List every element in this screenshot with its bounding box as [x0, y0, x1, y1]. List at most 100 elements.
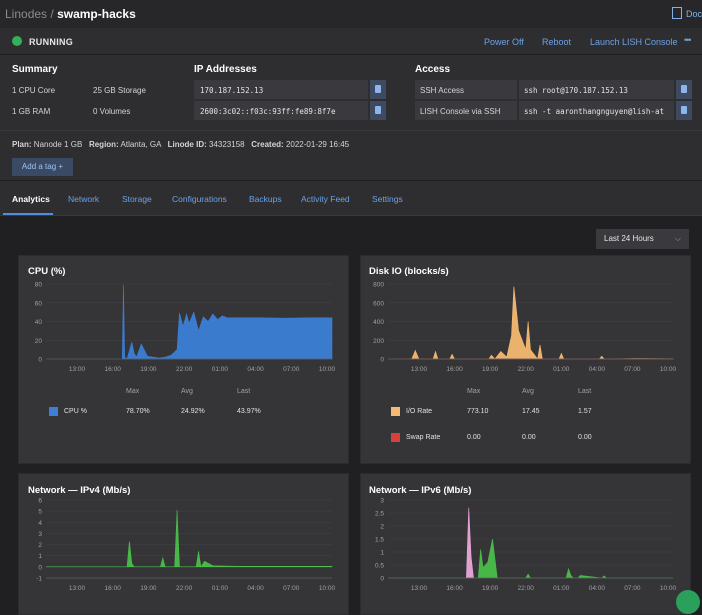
ipv6-chart-panel: [360, 473, 691, 615]
disk-legend-last-header: Last: [578, 388, 592, 395]
y-tick-label: 600: [373, 300, 384, 307]
breadcrumb-separator: /: [47, 7, 58, 21]
y-tick-label: 5: [38, 509, 42, 516]
copy-lish-icon[interactable]: [676, 101, 692, 120]
tab-configurations[interactable]: Configurations: [172, 194, 227, 204]
page-title[interactable]: swamp-hacks: [57, 7, 136, 21]
tab-storage[interactable]: Storage: [122, 194, 152, 204]
cpu-chart: 0 20 40 60 80 13:00 16:00 19:00 22:00 01:00 04:00 0…: [35, 282, 336, 374]
y-tick-label: 80: [35, 282, 43, 289]
time-range-select[interactable]: Last 24 Hours ⌵: [596, 229, 689, 249]
x-tick-label: 16:00: [105, 585, 122, 592]
y-tick-label: 800: [373, 282, 384, 289]
tab-activity-feed[interactable]: Activity Feed: [301, 194, 350, 204]
x-tick-label: 01:00: [212, 366, 229, 373]
x-tick-label: 04:00: [589, 366, 606, 373]
access-title: Access: [415, 64, 451, 75]
y-tick-label: 40: [35, 319, 43, 326]
y-tick-label: 200: [373, 338, 384, 345]
copy-ipv6-icon[interactable]: [370, 101, 386, 120]
y-tick-label: 0: [380, 357, 384, 364]
ssh-label: SSH Access: [420, 86, 465, 95]
ssh-field: [519, 80, 674, 99]
power-off-button[interactable]: Power Off: [484, 37, 524, 47]
cpu-chart-panel: [18, 255, 349, 464]
reboot-button[interactable]: Reboot: [542, 37, 572, 47]
volumes-spec: 0 Volumes: [93, 107, 131, 116]
docs-link[interactable]: Doc: [671, 7, 702, 19]
y-tick-label: 2.5: [375, 511, 384, 518]
add-tag-button[interactable]: Add a tag +: [12, 158, 73, 176]
lish-value[interactable]: ssh -t aaronthangnguyen@lish-at: [524, 107, 664, 116]
more-actions-icon[interactable]: •••: [684, 35, 692, 45]
y-tick-label: 1: [380, 550, 384, 557]
cpu-legend-name: CPU %: [64, 408, 87, 415]
help-icon[interactable]: [676, 590, 700, 614]
series-area-network: [388, 538, 673, 579]
status-label: RUNNING: [29, 37, 74, 47]
cpu-legend-swatch: [49, 407, 58, 416]
x-tick-label: 07:00: [283, 366, 300, 373]
x-tick-label: 19:00: [140, 585, 157, 592]
y-tick-label: 0: [38, 357, 42, 364]
disk-legend-max-header: Max: [467, 388, 481, 395]
x-tick-label: 01:00: [553, 585, 570, 592]
launch-lish-button[interactable]: Launch LISH Console: [590, 37, 678, 47]
swap-rate-legend-name: Swap Rate: [406, 434, 441, 441]
x-tick-label: 07:00: [624, 366, 641, 373]
linode-meta: Plan: Nanode 1 GB Region: Atlanta, GA Li…: [12, 140, 349, 149]
tab-network[interactable]: Network: [68, 194, 100, 204]
io-rate-legend-swatch: [391, 407, 400, 416]
ram-spec: 1 GB RAM: [12, 107, 51, 116]
disk-legend-avg-header: Avg: [522, 388, 534, 395]
x-tick-label: 16:00: [446, 366, 463, 373]
cpu-legend-max: 78.70%: [126, 408, 150, 415]
x-tick-label: 07:00: [283, 585, 300, 592]
x-tick-label: 04:00: [247, 366, 264, 373]
y-tick-label: 6: [38, 498, 42, 505]
io-rate-legend-name: I/O Rate: [406, 408, 433, 415]
x-tick-label: 07:00: [624, 585, 641, 592]
y-tick-label: 1.5: [375, 537, 384, 544]
y-tick-label: -1: [36, 576, 42, 583]
copy-ssh-icon[interactable]: [676, 80, 692, 99]
disk-chart-panel: [360, 255, 691, 464]
y-tick-label: 3: [38, 531, 42, 538]
ssh-value[interactable]: ssh root@170.187.152.13: [524, 86, 628, 95]
x-tick-label: 22:00: [176, 366, 193, 373]
status-bar: [0, 28, 702, 55]
docs-label: Doc: [685, 9, 702, 19]
ipv6-chart: 0 0.5 1 1.5 2 2.5 3 13:00 16:00 19:00 22:00 01:00 04…: [375, 498, 677, 593]
x-tick-label: 04:00: [589, 585, 606, 592]
io-rate-legend-last: 1.57: [578, 408, 592, 415]
chevron-down-icon: ⌵: [674, 234, 681, 243]
disk-io-chart: 0 200 400 600 800 13:00 16:00 19:00 22:00 01:00 04…: [373, 282, 676, 374]
ipv4-value[interactable]: 170.187.152.13: [200, 86, 264, 95]
series-area-public: [466, 507, 474, 579]
tab-analytics[interactable]: Analytics: [12, 194, 50, 204]
y-tick-label: 0.5: [375, 563, 384, 570]
time-range-value: Last 24 Hours: [604, 234, 654, 243]
y-tick-label: 2: [380, 524, 384, 531]
breadcrumb: Linodes / swamp-hacks: [5, 7, 136, 21]
copy-ipv4-icon[interactable]: [370, 80, 386, 99]
tab-settings[interactable]: Settings: [372, 194, 403, 204]
breadcrumb-parent[interactable]: Linodes: [5, 7, 48, 21]
ipv4-chart: -1 0 1 2 3 4 5 6 13:00 16:00 19:00 22:00 01:00 04:00 0…: [36, 498, 335, 593]
y-tick-label: 400: [373, 319, 384, 326]
y-tick-label: 3: [380, 498, 384, 505]
ipv6-field: [194, 101, 368, 120]
x-tick-label: 22:00: [176, 585, 193, 592]
plan-label: Plan:: [12, 140, 32, 149]
status-indicator-icon: [12, 36, 22, 46]
x-tick-label: 19:00: [482, 585, 499, 592]
cpu-spec: 1 CPU Core: [12, 86, 56, 95]
ipv6-value[interactable]: 2600:3c02::f03c:93ff:fe89:8f7e: [200, 107, 336, 116]
ipv4-chart-title: Network — IPv4 (Mb/s): [28, 485, 131, 496]
region-value: Atlanta, GA: [120, 140, 161, 149]
swap-rate-legend-max: 0.00: [467, 434, 481, 441]
x-tick-label: 04:00: [247, 585, 264, 592]
tab-backups[interactable]: Backups: [249, 194, 282, 204]
disk-chart-title: Disk IO (blocks/s): [369, 266, 449, 277]
summary-title: Summary: [12, 64, 58, 75]
